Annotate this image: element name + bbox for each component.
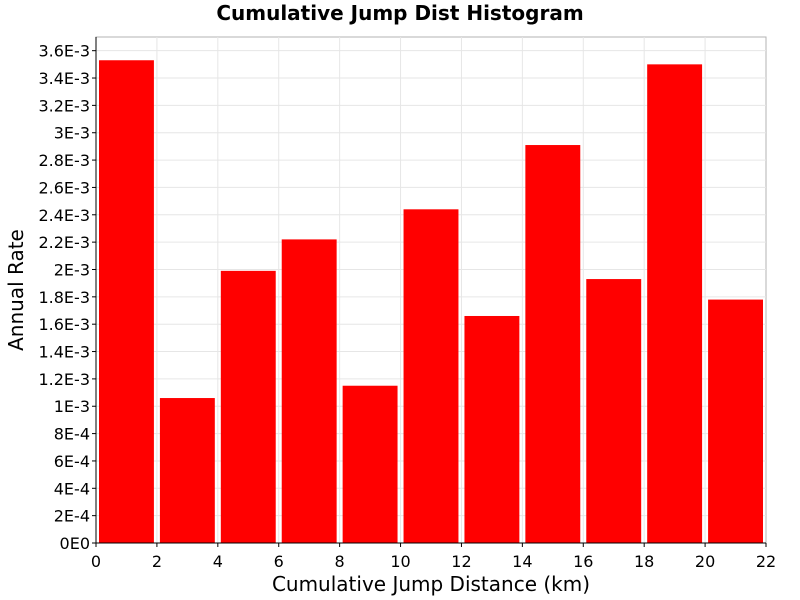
histogram-bar: [220, 270, 276, 543]
x-tick-label: 18: [634, 552, 654, 571]
bars: [99, 60, 763, 543]
y-tick-label: 3E-3: [54, 124, 90, 143]
y-tick-label: 4E-4: [54, 479, 90, 498]
y-tick-label: 8E-4: [54, 425, 90, 444]
histogram-bar: [647, 64, 703, 543]
histogram-bar: [342, 385, 398, 543]
x-tick-label: 4: [213, 552, 223, 571]
x-tick-label: 20: [695, 552, 715, 571]
histogram-bar: [159, 398, 215, 543]
x-tick-label: 16: [573, 552, 593, 571]
y-tick-label: 1.6E-3: [38, 315, 90, 334]
histogram-bar: [403, 209, 459, 543]
y-tick-label: 1E-3: [54, 397, 90, 416]
y-tick-label: 2.4E-3: [38, 206, 90, 225]
histogram-bar: [281, 239, 337, 543]
x-tick-label: 0: [91, 552, 101, 571]
x-axis-label: Cumulative Jump Distance (km): [272, 572, 590, 596]
y-tick-label: 3.4E-3: [38, 69, 90, 88]
histogram-bar: [464, 315, 520, 543]
x-tick-label: 10: [390, 552, 410, 571]
x-tick-label: 22: [756, 552, 776, 571]
y-tick-label: 2.2E-3: [38, 233, 90, 252]
y-tick-label: 1.4E-3: [38, 343, 90, 362]
y-axis-label: Annual Rate: [4, 229, 28, 351]
x-tick-label: 14: [512, 552, 532, 571]
y-tick-label: 2E-4: [54, 507, 90, 526]
y-axis-ticks: 0E0 2E-4 4E-4 6E-4 8E-4 1E-3 1.2E-3 1.4E-3 1.6E-…: [38, 42, 96, 553]
histogram-bar: [525, 145, 581, 543]
y-tick-label: 3.6E-3: [38, 42, 90, 61]
x-tick-label: 8: [335, 552, 345, 571]
y-tick-label: 3.2E-3: [38, 96, 90, 115]
histogram-bar: [708, 299, 763, 543]
y-tick-label: 6E-4: [54, 452, 90, 471]
y-tick-label: 2.8E-3: [38, 151, 90, 170]
y-tick-label: 0E0: [60, 534, 90, 553]
chart-title: Cumulative Jump Dist Histogram: [216, 1, 583, 25]
x-tick-label: 12: [451, 552, 471, 571]
axes: [95, 37, 766, 544]
x-tick-label: 6: [274, 552, 284, 571]
histogram-bar: [586, 279, 642, 543]
histogram-bar: [99, 60, 154, 543]
y-tick-label: 1.8E-3: [38, 288, 90, 307]
y-tick-label: 1.2E-3: [38, 370, 90, 389]
y-tick-label: 2E-3: [54, 260, 90, 279]
x-axis-ticks: 0 2 4 6 8 10 12 14 16 18 20 22: [91, 543, 776, 571]
x-tick-label: 2: [152, 552, 162, 571]
y-tick-label: 2.6E-3: [38, 178, 90, 197]
